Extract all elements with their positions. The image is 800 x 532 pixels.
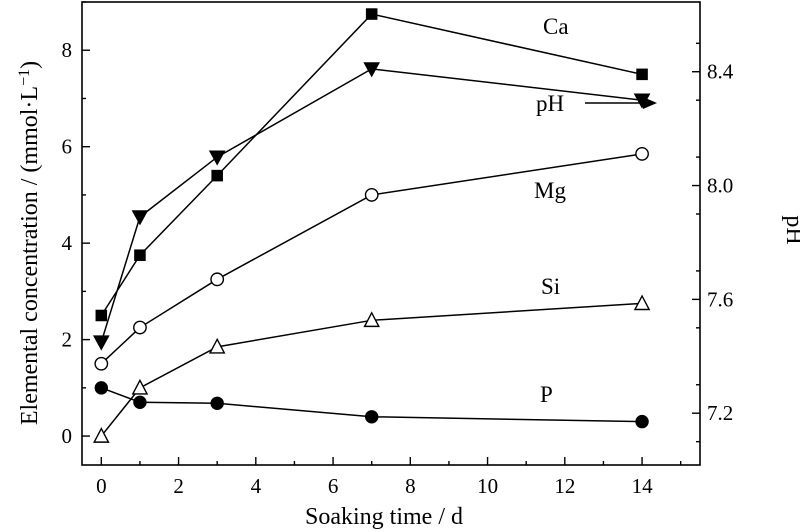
y2-axis-title: pH xyxy=(781,215,800,244)
x-tick-label: 6 xyxy=(328,474,339,498)
y2-tick-label: 7.6 xyxy=(707,287,733,311)
data-point-si xyxy=(633,294,651,311)
data-point-mg xyxy=(133,320,147,335)
data-point-p xyxy=(94,381,109,395)
data-point-si xyxy=(363,311,380,328)
x-axis-title: Soaking time / d xyxy=(305,504,463,530)
data-point-ca xyxy=(636,68,648,81)
x-tick-label: 14 xyxy=(632,474,654,498)
series-line-ca xyxy=(100,13,643,316)
ticks-layer: 0 2 4 6 8 10 12 14 0 2 4 6 8 7.2 7.6 8.0 8.4 xyxy=(62,1,734,498)
data-point-mg xyxy=(635,147,649,161)
data-point-ph xyxy=(92,335,110,351)
data-point-ca xyxy=(211,169,223,182)
y2-tick-label: 7.2 xyxy=(707,401,733,425)
y2-tick-label: 8.0 xyxy=(707,174,733,198)
data-point-p xyxy=(364,410,379,424)
series-label-mg: Mg xyxy=(534,178,566,203)
data-point-p xyxy=(133,395,147,410)
x-tick-label: 0 xyxy=(96,474,107,498)
series-label-ca: Ca xyxy=(543,14,569,39)
data-point-ca xyxy=(134,249,146,261)
x-tick-label: 12 xyxy=(554,474,575,498)
series-label-si: Si xyxy=(541,274,560,299)
y2-tick-label: 8.4 xyxy=(707,60,734,84)
y-axis-title: Elemental concentration / (mmol·L−1) xyxy=(16,61,43,425)
markers-layer xyxy=(92,8,651,443)
ph-right-axis-arrow xyxy=(585,97,657,109)
series-label-ph: pH xyxy=(536,91,564,116)
x-tick-label: 8 xyxy=(405,474,416,498)
y-tick-label: 6 xyxy=(62,135,73,159)
data-point-si xyxy=(131,378,149,395)
y-axis-title-close: ) xyxy=(17,61,43,69)
y-tick-label: 4 xyxy=(62,231,73,255)
data-point-ph xyxy=(208,150,226,166)
data-point-ca xyxy=(95,309,108,322)
y-tick-label: 8 xyxy=(62,38,73,62)
series-label-p: P xyxy=(540,382,553,407)
x-tick-label: 4 xyxy=(251,474,262,498)
y-tick-label: 0 xyxy=(62,424,73,448)
y-axis-title-main: Elemental concentration / (mmol·L xyxy=(17,86,43,425)
plot-frame xyxy=(81,1,701,466)
plot-border xyxy=(81,1,701,466)
data-point-p xyxy=(210,396,224,410)
data-point-si xyxy=(208,337,226,354)
data-point-si xyxy=(93,427,110,443)
x-tick-label: 2 xyxy=(173,474,184,498)
data-point-mg xyxy=(94,356,109,371)
data-point-p xyxy=(635,414,649,429)
data-point-ph xyxy=(131,210,149,226)
data-point-ca xyxy=(365,8,378,20)
data-point-mg xyxy=(364,188,379,202)
data-point-ph xyxy=(363,62,381,78)
data-point-mg xyxy=(210,272,225,287)
y-axis-title-sup: −1 xyxy=(16,69,33,86)
y-tick-label: 2 xyxy=(62,328,73,352)
x-tick-label: 10 xyxy=(477,474,498,498)
